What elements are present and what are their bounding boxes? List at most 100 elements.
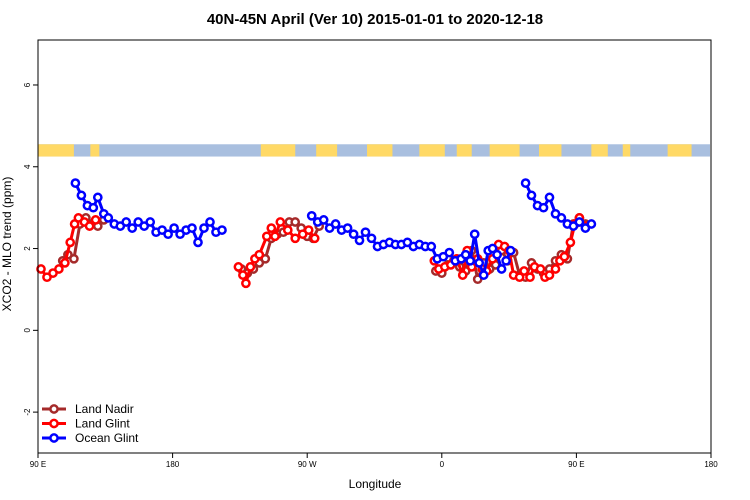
land-band-segment	[260, 144, 296, 157]
y-tick-label: 0	[23, 328, 32, 333]
data-point-ocean-glint	[342, 223, 353, 233]
data-point-ocean-glint	[121, 217, 132, 227]
data-point-ocean-glint	[70, 178, 81, 188]
data-point-ocean-glint	[556, 213, 567, 223]
plot-frame	[37, 39, 712, 454]
legend-label-land-glint: Land Glint	[75, 417, 130, 431]
legend-marker-land-nadir	[49, 404, 59, 414]
data-point-ocean-glint	[354, 235, 365, 246]
land-band-segment	[591, 144, 608, 157]
data-point-ocean-glint	[306, 210, 317, 221]
data-point-land-glint	[559, 251, 570, 262]
chart-title: 40N-45N April (Ver 10) 2015-01-01 to 202…	[207, 11, 543, 28]
y-tick-label: -2	[23, 408, 32, 416]
data-point-ocean-glint	[193, 237, 203, 248]
data-point-land-glint	[309, 233, 320, 244]
data-point-ocean-glint	[217, 225, 227, 235]
data-point-land-glint	[65, 237, 76, 248]
data-point-ocean-glint	[88, 202, 99, 213]
legend-item-ocean-glint: Ocean Glint	[42, 431, 139, 445]
data-point-land-glint	[525, 272, 535, 283]
data-point-ocean-glint	[492, 249, 502, 260]
data-point-land-glint	[275, 217, 286, 227]
data-point-land-glint	[290, 233, 301, 244]
y-axis: -2 0 2 4 6	[23, 82, 38, 416]
series-ocean-glint	[70, 178, 597, 280]
x-tick-label: 180	[704, 460, 718, 469]
data-point-land-glint	[241, 278, 251, 289]
data-point-ocean-glint	[469, 229, 480, 240]
y-axis-label: XCO2 - MLO trend (ppm)	[0, 177, 14, 312]
data-point-ocean-glint	[169, 223, 179, 233]
land-band-segment	[456, 144, 472, 157]
x-axis-label: Longitude	[349, 477, 402, 491]
data-point-ocean-glint	[92, 192, 103, 203]
data-point-land-glint	[514, 272, 525, 283]
data-point-ocean-glint	[318, 215, 329, 225]
land-band-segment	[489, 144, 520, 157]
land-band-segment	[90, 144, 100, 157]
land-band-segment	[667, 144, 692, 157]
x-tick-label: 90 E	[30, 460, 46, 469]
data-point-ocean-glint	[586, 219, 597, 229]
data-point-ocean-glint	[360, 227, 371, 238]
data-point-land-glint	[544, 270, 555, 280]
x-tick-label: 90 W	[298, 460, 317, 469]
data-point-land-glint	[84, 221, 95, 231]
x-tick-label: 180	[166, 460, 180, 469]
data-point-land-glint	[245, 262, 256, 272]
data-point-ocean-glint	[526, 190, 537, 201]
legend-marker-land-glint	[49, 418, 59, 429]
legend-label-land-nadir: Land Nadir	[75, 402, 134, 416]
y-tick-label: 4	[23, 164, 32, 169]
data-point-land-glint	[457, 270, 468, 280]
data-point-ocean-glint	[460, 249, 471, 260]
data-point-ocean-glint	[187, 223, 197, 233]
data-point-ocean-glint	[520, 178, 531, 188]
y-tick-label: 6	[23, 82, 32, 87]
data-point-land-glint	[261, 231, 272, 242]
land-band-segment	[38, 144, 74, 157]
data-point-ocean-glint	[366, 233, 377, 244]
legend-item-land-glint: Land Glint	[42, 417, 130, 431]
legend-item-land-nadir: Land Nadir	[42, 402, 134, 416]
data-point-land-nadir	[69, 253, 79, 264]
data-point-ocean-glint	[474, 258, 485, 268]
y-tick-label: 2	[23, 246, 32, 251]
data-point-land-nadir	[290, 217, 301, 227]
data-point-ocean-glint	[487, 243, 498, 254]
data-point-ocean-glint	[426, 241, 437, 252]
data-point-land-glint	[60, 258, 70, 268]
data-point-ocean-glint	[496, 264, 507, 274]
data-point-land-glint	[565, 237, 576, 248]
data-point-ocean-glint	[145, 217, 156, 227]
data-point-land-glint	[90, 215, 101, 225]
data-point-ocean-glint	[330, 219, 341, 229]
legend-marker-ocean-glint	[49, 433, 59, 443]
data-point-land-glint	[282, 225, 293, 235]
land-band-segment	[539, 144, 562, 157]
data-point-land-glint	[238, 270, 248, 280]
legend-label-ocean-glint: Ocean Glint	[75, 431, 139, 445]
data-point-ocean-glint	[163, 229, 173, 240]
data-point-land-glint	[535, 264, 546, 274]
series-group	[36, 178, 597, 289]
x-tick-label: 0	[440, 460, 445, 469]
data-point-ocean-glint	[505, 245, 516, 256]
data-point-land-glint	[54, 264, 64, 274]
data-point-ocean-glint	[574, 217, 585, 227]
data-point-ocean-glint	[103, 213, 114, 223]
land-ocean-band	[38, 144, 710, 157]
data-point-ocean-glint	[205, 217, 215, 227]
data-point-land-glint	[550, 264, 561, 274]
data-point-land-glint	[303, 225, 314, 235]
data-point-ocean-glint	[444, 247, 455, 258]
data-point-land-glint	[266, 223, 277, 233]
land-band-segment	[622, 144, 631, 157]
data-point-ocean-glint	[501, 255, 511, 266]
data-point-ocean-glint	[76, 190, 87, 201]
data-point-ocean-glint	[538, 202, 549, 213]
data-point-ocean-glint	[127, 223, 138, 233]
